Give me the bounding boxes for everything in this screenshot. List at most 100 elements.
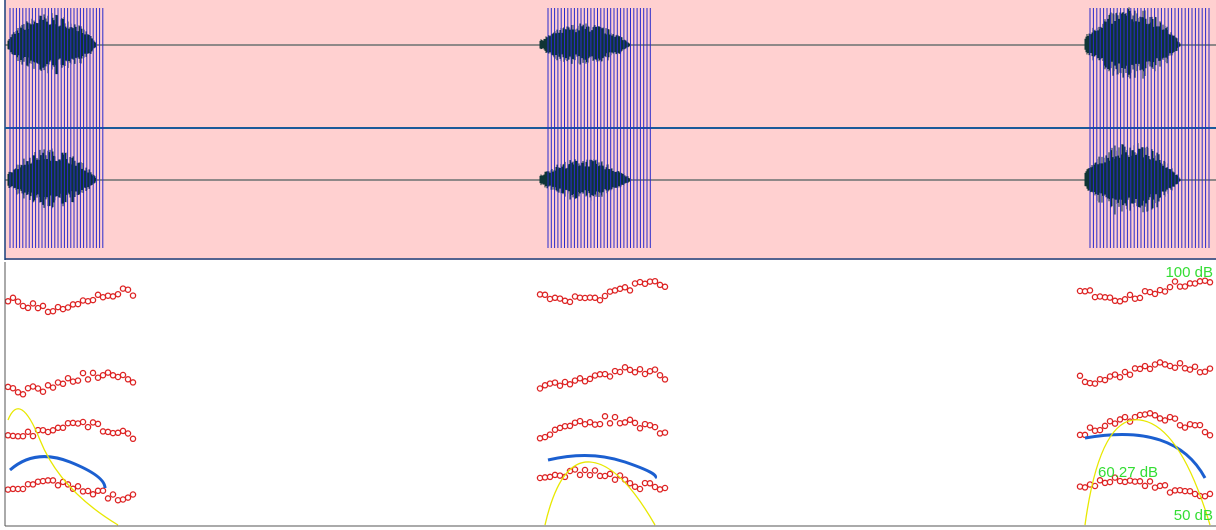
- formant-point: [45, 309, 50, 314]
- formant-point: [567, 423, 572, 428]
- formant-point: [637, 426, 642, 431]
- formant-point: [90, 298, 95, 303]
- formant-point: [552, 295, 557, 300]
- formant-point: [40, 303, 45, 308]
- formant-point: [1152, 291, 1157, 296]
- formant-point: [1077, 484, 1082, 489]
- formant-point: [652, 279, 657, 284]
- formant-point: [577, 472, 582, 477]
- formant-point: [552, 380, 557, 385]
- formant-point: [90, 370, 95, 375]
- formant-point: [1152, 413, 1157, 418]
- formant-point: [1177, 361, 1182, 366]
- formant-point: [1122, 415, 1127, 420]
- formant-point: [1207, 366, 1212, 371]
- formant-point: [662, 430, 667, 435]
- formant-point: [30, 482, 35, 487]
- bottom-db-label: 50 dB: [1174, 507, 1213, 524]
- formant-point: [1147, 366, 1152, 371]
- formant-point: [1167, 285, 1172, 290]
- formant-point: [75, 484, 80, 489]
- formant-point: [1097, 294, 1102, 299]
- formant-point: [1137, 295, 1142, 300]
- formant-point: [542, 292, 547, 297]
- formant-point: [557, 383, 562, 388]
- formant-point: [1122, 297, 1127, 302]
- formant-point: [125, 377, 130, 382]
- formant-point: [657, 373, 662, 378]
- formant-point: [1132, 296, 1137, 301]
- formant-point: [5, 299, 10, 304]
- formant-point: [115, 498, 120, 503]
- formant-point: [1142, 289, 1147, 294]
- formant-point: [1207, 433, 1212, 438]
- formant-point: [637, 486, 642, 491]
- formant-point: [1202, 369, 1207, 374]
- formant-point: [587, 376, 592, 381]
- formant-point: [20, 486, 25, 491]
- formant-point: [1102, 423, 1107, 428]
- formant-point: [1107, 295, 1112, 300]
- formant-point: [85, 377, 90, 382]
- formant-point: [105, 293, 110, 298]
- formant-point: [582, 467, 587, 472]
- formant-point: [50, 428, 55, 433]
- formant-point: [1202, 430, 1207, 435]
- formant-point: [85, 425, 90, 430]
- formant-point: [130, 492, 135, 497]
- formant-point: [612, 415, 617, 420]
- formant-point: [647, 481, 652, 486]
- formant-point: [110, 492, 115, 497]
- formant-point: [10, 295, 15, 300]
- formant-point: [1187, 489, 1192, 494]
- formant-point: [5, 487, 10, 492]
- formant-point: [662, 284, 667, 289]
- formant-point: [597, 422, 602, 427]
- formant-point: [597, 298, 602, 303]
- formant-point: [75, 302, 80, 307]
- formant-point: [30, 301, 35, 306]
- formant-point: [120, 428, 125, 433]
- formant-point: [607, 421, 612, 426]
- formant-point: [547, 432, 552, 437]
- formant-point: [50, 478, 55, 483]
- formant-point: [80, 371, 85, 376]
- formant-point: [562, 298, 567, 303]
- praat-editor: 100 dB 60.27 dB 50 dB: [0, 0, 1216, 530]
- formant-point: [627, 288, 632, 293]
- formant-point: [1077, 373, 1082, 378]
- formant-point: [75, 378, 80, 383]
- intensity-label: 60.27 dB: [1098, 464, 1158, 481]
- formant-point: [80, 298, 85, 303]
- formant-point: [1127, 292, 1132, 297]
- formant-point: [105, 496, 110, 501]
- formant-point: [1097, 377, 1102, 382]
- formant-point: [95, 421, 100, 426]
- formant-point: [125, 431, 130, 436]
- formant-point: [1172, 416, 1177, 421]
- formant-point: [592, 468, 597, 473]
- formant-point: [1187, 422, 1192, 427]
- formant-point: [1172, 365, 1177, 370]
- formant-point: [622, 420, 627, 425]
- formant-point: [60, 381, 65, 386]
- formant-point: [1137, 366, 1142, 371]
- formant-point: [652, 367, 657, 372]
- formant-point: [537, 386, 542, 391]
- formant-point: [120, 286, 125, 291]
- formant-point: [1092, 381, 1097, 386]
- formant-point: [1182, 425, 1187, 430]
- formant-point: [1207, 491, 1212, 496]
- formant-point: [35, 386, 40, 391]
- formant-point: [1102, 378, 1107, 383]
- formant-point: [642, 422, 647, 427]
- formant-point: [1127, 372, 1132, 377]
- formant-point: [1162, 289, 1167, 294]
- formant-point: [1092, 483, 1097, 488]
- formant-point: [622, 285, 627, 290]
- formant-point: [1122, 369, 1127, 374]
- formant-point: [65, 305, 70, 310]
- formant-point: [60, 425, 65, 430]
- formant-point: [1097, 428, 1102, 433]
- formant-point: [637, 367, 642, 372]
